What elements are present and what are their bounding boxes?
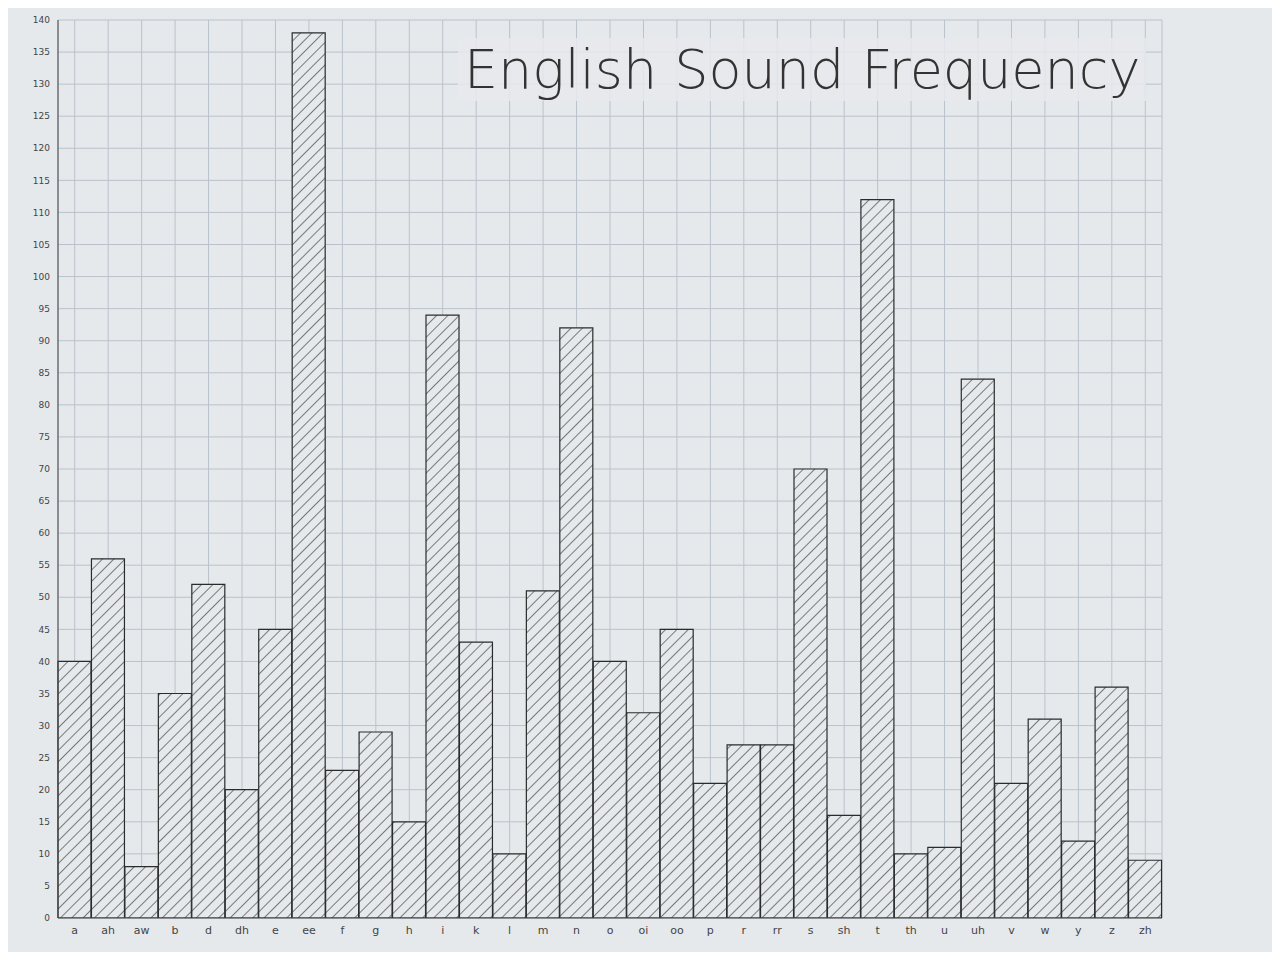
svg-text:zh: zh [1139,924,1152,937]
svg-text:v: v [1008,924,1015,937]
svg-text:m: m [538,924,549,937]
svg-text:e: e [272,924,279,937]
svg-text:n: n [573,924,580,937]
svg-text:80: 80 [39,400,51,410]
svg-text:ee: ee [302,924,316,937]
svg-text:125: 125 [33,111,50,121]
svg-text:20: 20 [39,785,51,795]
svg-text:z: z [1109,924,1115,937]
svg-text:50: 50 [39,592,51,602]
svg-text:30: 30 [39,721,51,731]
svg-text:oi: oi [639,924,649,937]
svg-text:o: o [607,924,614,937]
svg-text:rr: rr [773,924,782,937]
svg-text:a: a [71,924,78,937]
html-text:English Sound Frequency: English Sound Frequency [464,38,1141,101]
svg-text:115: 115 [33,176,50,186]
svg-text:90: 90 [39,336,51,346]
svg-text:k: k [473,924,480,937]
svg-text:th: th [905,924,916,937]
svg-text:h: h [406,924,413,937]
svg-text:140: 140 [33,15,50,25]
svg-text:sh: sh [838,924,851,937]
svg-text:r: r [742,924,747,937]
svg-text:0: 0 [44,913,50,923]
svg-text:120: 120 [33,143,50,153]
svg-text:135: 135 [33,47,50,57]
svg-text:dh: dh [235,924,249,937]
svg-text:130: 130 [33,79,50,89]
svg-text:40: 40 [39,657,51,667]
svg-text:75: 75 [39,432,50,442]
svg-text:f: f [340,924,345,937]
svg-text:b: b [172,924,179,937]
svg-text:110: 110 [33,208,50,218]
svg-text:60: 60 [39,528,51,538]
svg-text:p: p [707,924,714,937]
svg-text:105: 105 [33,240,50,250]
svg-text:35: 35 [39,689,50,699]
svg-text:70: 70 [39,464,51,474]
svg-text:d: d [205,924,212,937]
svg-text:w: w [1040,924,1049,937]
svg-text:uh: uh [971,924,985,937]
svg-text:s: s [808,924,814,937]
svg-text:i: i [441,924,444,937]
svg-text:y: y [1075,924,1082,937]
svg-text:g: g [372,924,379,937]
svg-text:t: t [875,924,880,937]
svg-text:5: 5 [44,881,50,891]
svg-text:55: 55 [39,560,50,570]
svg-text:85: 85 [39,368,50,378]
svg-text:aw: aw [134,924,150,937]
svg-text:15: 15 [39,817,50,827]
svg-text:l: l [508,924,511,937]
svg-text:95: 95 [39,304,50,314]
svg-text:25: 25 [39,753,50,763]
svg-text:100: 100 [33,272,50,282]
svg-text:u: u [941,924,948,937]
svg-text:ah: ah [101,924,115,937]
svg-text:45: 45 [39,625,50,635]
svg-text:65: 65 [39,496,50,506]
svg-text:oo: oo [670,924,684,937]
svg-text:10: 10 [39,849,51,859]
